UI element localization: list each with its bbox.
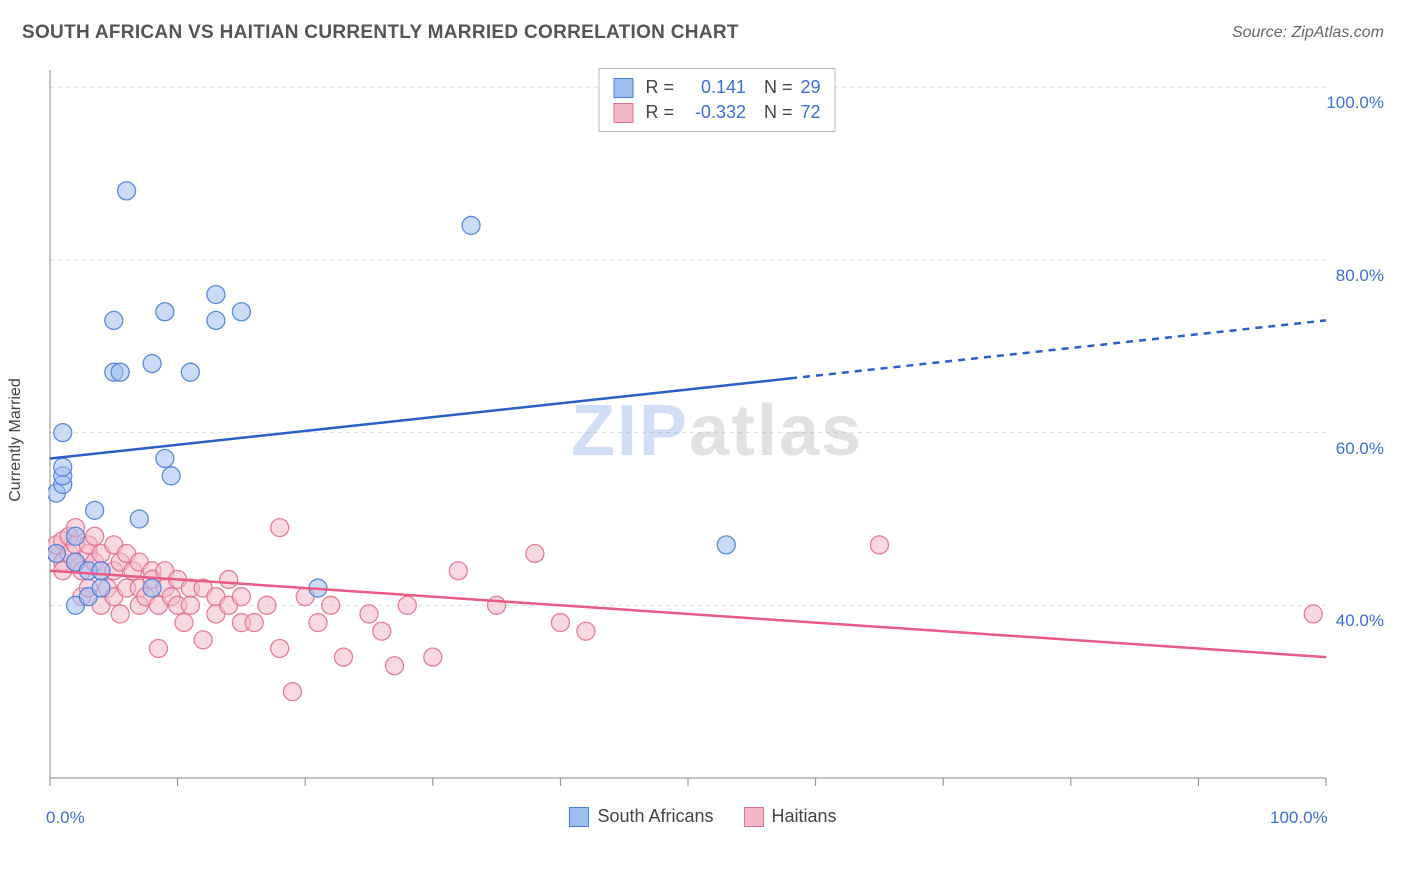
legend-swatch bbox=[613, 103, 633, 123]
r-value: 0.141 bbox=[682, 77, 746, 98]
n-label: N = bbox=[764, 102, 793, 123]
chart-container: Currently Married ZIPatlas R = 0.141 N =… bbox=[48, 68, 1386, 794]
x-tick-label: 0.0% bbox=[46, 808, 85, 828]
n-label: N = bbox=[764, 77, 793, 98]
y-axis-label: Currently Married bbox=[7, 378, 25, 502]
r-value: -0.332 bbox=[682, 102, 746, 123]
chart-title: SOUTH AFRICAN VS HAITIAN CURRENTLY MARRI… bbox=[22, 22, 739, 44]
source-name: ZipAtlas.com bbox=[1292, 24, 1384, 41]
legend-swatch bbox=[613, 78, 633, 98]
scatter-plot bbox=[48, 68, 1386, 794]
source-attribution: Source: ZipAtlas.com bbox=[1232, 24, 1384, 42]
y-tick-label: 80.0% bbox=[1336, 266, 1384, 286]
x-tick-label: 100.0% bbox=[1270, 808, 1328, 828]
n-value: 72 bbox=[801, 102, 821, 123]
correlation-legend: R = 0.141 N = 29 R = -0.332 N = 72 bbox=[598, 68, 835, 132]
y-tick-label: 100.0% bbox=[1326, 93, 1384, 113]
y-tick-label: 40.0% bbox=[1336, 611, 1384, 631]
n-value: 29 bbox=[801, 77, 821, 98]
r-label: R = bbox=[645, 77, 674, 98]
r-label: R = bbox=[645, 102, 674, 123]
source-prefix: Source: bbox=[1232, 24, 1292, 41]
y-tick-label: 60.0% bbox=[1336, 439, 1384, 459]
correlation-legend-row: R = -0.332 N = 72 bbox=[613, 100, 820, 125]
correlation-legend-row: R = 0.141 N = 29 bbox=[613, 75, 820, 100]
